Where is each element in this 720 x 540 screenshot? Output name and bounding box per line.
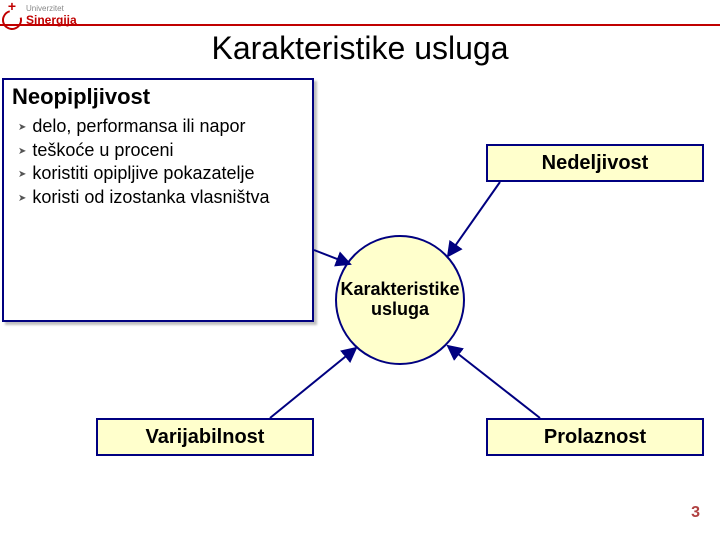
logo-univ: Univerzitet [26, 5, 77, 13]
header-rule [0, 24, 720, 26]
bullet-text: koristiti opipljive pokazatelje [32, 163, 254, 185]
center-node-label: Karakteristike usluga [337, 280, 463, 320]
page-number: 3 [691, 504, 700, 522]
bullet-list: ➤ delo, performansa ili napor ➤ teškoće u p… [18, 116, 302, 208]
bullet-item: ➤ koristiti opipljive pokazatelje [18, 163, 302, 185]
chevron-right-icon: ➤ [18, 193, 26, 205]
chevron-right-icon: ➤ [18, 146, 26, 158]
page-title: Karakteristike usluga [0, 30, 720, 67]
characteristic-box-nedeljivost: Nedeljivost [486, 144, 704, 182]
bullet-item: ➤ teškoće u proceni [18, 140, 302, 162]
center-node: Karakteristike usluga [335, 235, 465, 365]
characteristic-box-varijabilnost: Varijabilnost [96, 418, 314, 456]
bullet-text: delo, performansa ili napor [32, 116, 245, 138]
characteristic-box-prolaznost: Prolaznost [486, 418, 704, 456]
characteristic-box-neopipljivost: Neopipljivost ➤ delo, performansa ili nap… [2, 78, 314, 322]
box-label: Prolaznost [544, 426, 646, 449]
chevron-right-icon: ➤ [18, 122, 26, 134]
bullet-item: ➤ delo, performansa ili napor [18, 116, 302, 138]
box-label: Nedeljivost [542, 152, 649, 175]
bullet-text: koristi od izostanka vlasništva [32, 187, 269, 209]
box-label: Varijabilnost [146, 426, 265, 449]
bullet-item: ➤ koristi od izostanka vlasništva [18, 187, 302, 209]
bullet-text: teškoće u proceni [32, 140, 173, 162]
chevron-right-icon: ➤ [18, 169, 26, 181]
box-title: Neopipljivost [12, 84, 304, 110]
